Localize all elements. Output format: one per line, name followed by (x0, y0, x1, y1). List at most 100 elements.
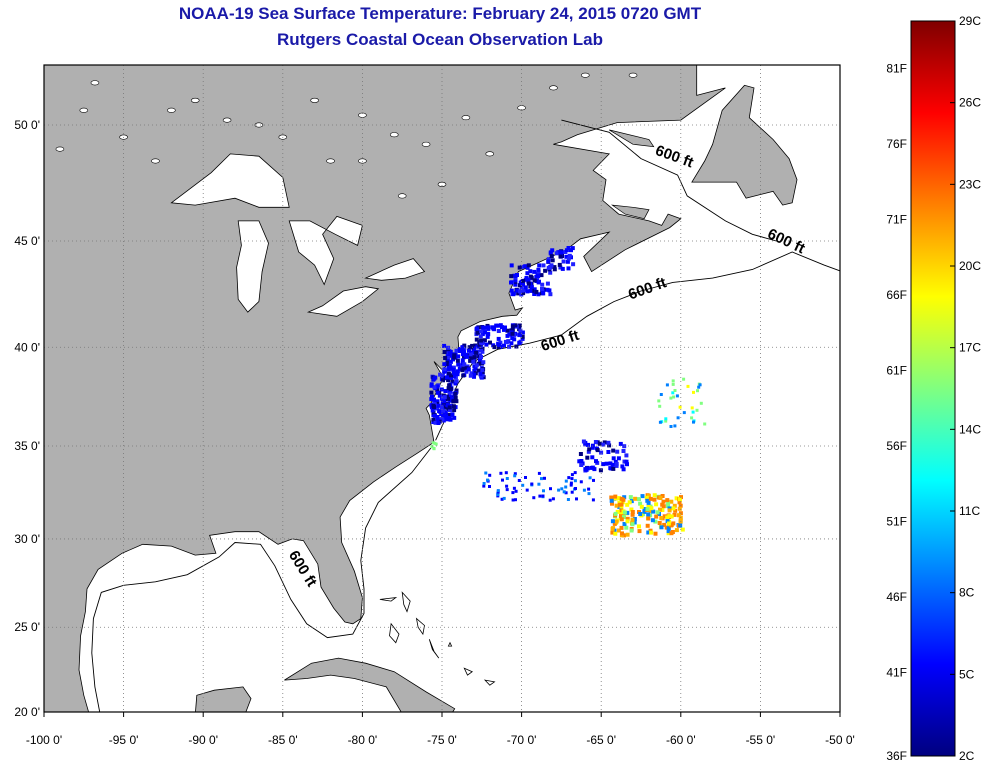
sst-pixel (454, 379, 459, 384)
sst-pixel (652, 493, 657, 498)
sst-pixel (546, 259, 551, 264)
sst-pixel (479, 348, 484, 353)
sst-pixel (633, 496, 638, 501)
sst-pixel (550, 248, 555, 253)
sst-pixel (601, 442, 606, 447)
sst-pixel (658, 507, 662, 512)
y-tick-label: 35 0' (14, 439, 40, 453)
sst-pixel (514, 489, 518, 493)
sst-pixel (444, 362, 449, 367)
sst-pixel (577, 459, 582, 464)
inland-lake (628, 72, 638, 78)
sst-pixel (579, 463, 584, 467)
colorbar-celsius-label: 23C (959, 177, 981, 191)
sst-pixel (526, 277, 531, 282)
sst-pixel (651, 509, 656, 514)
inland-lake (190, 97, 200, 103)
sst-pixel (659, 393, 663, 396)
sst-pixel (456, 362, 461, 367)
sst-pixel (464, 366, 469, 371)
inland-lake (90, 80, 100, 86)
sst-pixel (573, 471, 577, 475)
sst-pixel (589, 465, 594, 470)
sst-pixel (480, 332, 485, 337)
sst-pixel (513, 282, 518, 287)
sst-pixel (532, 269, 537, 274)
sst-pixel (619, 514, 623, 518)
sst-pixel (584, 467, 589, 472)
sst-pixel (448, 417, 453, 422)
sst-pixel (537, 471, 541, 475)
sst-pixel (649, 530, 654, 535)
sst-pixel (432, 413, 437, 418)
sst-pixel (695, 408, 699, 412)
sst-pixel (573, 479, 577, 483)
sst-pixel (678, 405, 682, 409)
sst-pixel (545, 281, 550, 286)
sst-pixel (666, 521, 671, 526)
sst-pixel (649, 506, 654, 511)
sst-pixel (622, 515, 626, 520)
sst-pixel (467, 345, 472, 350)
sst-pixel (552, 267, 557, 272)
sst-pixel (521, 278, 526, 283)
sst-pixel (432, 447, 436, 451)
sst-pixel (510, 327, 515, 332)
sst-pixel (442, 367, 447, 372)
sst-pixel (510, 324, 515, 329)
sst-pixel (474, 363, 479, 368)
sst-pixel (429, 382, 434, 387)
sst-pixel (528, 269, 533, 274)
sst-pixel (458, 363, 463, 368)
sst-pixel (561, 259, 566, 264)
sst-pixel (666, 531, 671, 536)
sst-pixel (451, 365, 456, 370)
sst-pixel (637, 497, 641, 502)
sst-pixel (566, 246, 571, 250)
sst-pixel (676, 513, 681, 518)
sst-pixel (677, 500, 682, 505)
sst-pixel (567, 476, 571, 480)
sst-pixel (549, 263, 554, 268)
sst-pixel (677, 497, 682, 502)
sst-pixel (560, 266, 565, 271)
sst-pixel (517, 265, 522, 270)
sst-pixel (484, 342, 489, 347)
sst-pixel (664, 417, 668, 421)
bahamas-island (428, 639, 440, 659)
colorbar-fahrenheit-label: 56F (886, 439, 907, 453)
sst-pixel (564, 479, 568, 483)
sst-pixel (455, 369, 460, 374)
sst-pixel (440, 373, 445, 378)
sst-pixel (542, 489, 545, 493)
sst-pixel (446, 396, 451, 401)
colorbar-fahrenheit-label: 81F (886, 62, 907, 76)
sst-pixel (525, 271, 530, 276)
sst-pixel (441, 378, 445, 383)
sst-pixel (658, 496, 663, 500)
inland-lake (167, 107, 176, 113)
sst-pixel (658, 404, 662, 408)
sst-pixel (479, 329, 484, 334)
sst-pixel (461, 349, 465, 354)
sst-pixel (549, 254, 554, 259)
x-tick-label: -60 0' (666, 733, 696, 747)
sst-pixel (624, 525, 629, 530)
sst-pixel (528, 288, 533, 293)
sst-pixel (502, 496, 506, 500)
colorbar-fahrenheit-label: 61F (886, 364, 907, 378)
sst-pixel (517, 479, 521, 482)
sst-pixel (436, 421, 441, 425)
sst-pixel (479, 338, 484, 343)
sst-pixel (646, 493, 651, 498)
sst-pixel (672, 503, 677, 508)
sst-pixel (557, 488, 561, 492)
sst-pixel (441, 413, 446, 418)
sst-pixel (526, 263, 531, 268)
sst-pixel (448, 408, 452, 412)
sst-pixel (597, 441, 602, 446)
sst-pixel (578, 452, 583, 456)
sst-pixel (455, 358, 460, 363)
sst-pixel (540, 289, 545, 294)
colorbar-celsius-label: 29C (959, 14, 981, 28)
